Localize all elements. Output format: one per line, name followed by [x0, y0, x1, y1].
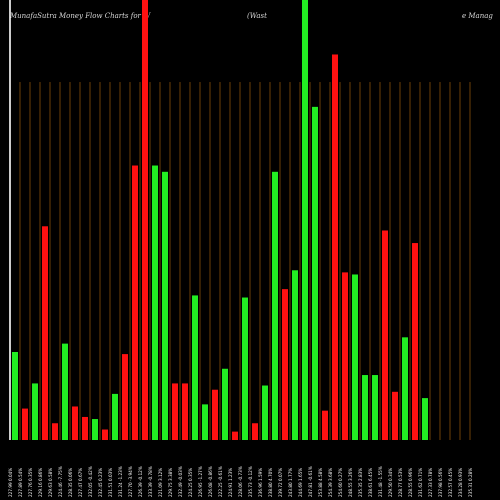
money-flow-bar [262, 385, 268, 440]
x-tick-label: 226.08 -0.86% [208, 466, 213, 497]
money-flow-bar [162, 171, 168, 440]
money-flow-bar [142, 0, 148, 440]
money-flow-bar [342, 272, 348, 440]
money-flow-bar [222, 368, 228, 440]
x-tick-label: 244.69 1.65% [298, 468, 303, 497]
x-tick-label: 229.75 3.38% [168, 468, 173, 497]
x-tick-label: 228.77 0.53% [398, 468, 403, 497]
x-tick-label: 243.80 1.77% [288, 468, 293, 497]
money-flow-bar [122, 354, 128, 440]
x-tick-label: 231.62 0.71% [418, 468, 423, 497]
x-tick-label: 238.61 6.45% [368, 468, 373, 497]
money-flow-bar [382, 230, 388, 440]
x-tick-label: 224.91 1.23% [228, 468, 233, 497]
money-flow-bar [212, 389, 218, 440]
x-tick-label: 226.95 -1.27% [198, 466, 203, 497]
x-tick-label: 227.89 0.54% [18, 468, 23, 497]
x-tick-label: 227.47 0.67% [78, 468, 83, 497]
x-tick-label: 227.70 -3.94% [128, 466, 133, 497]
chart-title-ticker: (Wast [247, 12, 267, 20]
x-tick-label: 224.25 0.35% [188, 468, 193, 497]
x-tick-label: 232.45 0.23% [98, 468, 103, 497]
money-flow-bar [412, 243, 418, 440]
x-tick-label: 227.99 0.04% [8, 468, 13, 497]
money-flow-bar [112, 393, 118, 440]
money-flow-bar [42, 226, 48, 440]
money-flow-bar [72, 406, 78, 440]
x-tick-label: 228.55 0.96% [408, 468, 413, 497]
x-tick-label: 229.50 0.34% [388, 468, 393, 497]
money-flow-bar [132, 165, 138, 440]
money-flow-bar [302, 0, 308, 440]
money-flow-bar [322, 410, 328, 440]
x-tick-label: 228.35 0.06% [68, 468, 73, 497]
money-flow-bar [182, 383, 188, 440]
money-flow-bar [422, 398, 428, 440]
money-flow-bar [152, 165, 158, 440]
x-tick-label: 231.48 -1.55% [378, 466, 383, 497]
x-tick-label: 221.09 3.12% [158, 468, 163, 497]
x-tick-label: 235.31 0.28% [468, 468, 473, 497]
money-flow-bar [12, 352, 18, 440]
money-flow-bar [192, 295, 198, 440]
money-flow-bar [332, 54, 338, 440]
money-flow-bar [242, 297, 248, 440]
x-tick-label: 235.73 -0.12% [248, 466, 253, 497]
x-tick-label: 233.39 -0.78% [148, 466, 153, 497]
x-tick-label: 234.28 0.93% [458, 468, 463, 497]
chart-title-ticker-end: e Manag [462, 12, 493, 20]
money-flow-bar [62, 343, 68, 440]
money-flow-bar [352, 274, 358, 440]
x-tick-label: 229.16 0.86% [38, 468, 43, 497]
x-tick-label: 247.81 -0.61% [308, 466, 313, 497]
chart-title: MunafaSutra Money Flow Charts for W [10, 12, 151, 20]
x-tick-label: 227.76 0.35% [28, 468, 33, 497]
money-flow-bar [202, 404, 208, 440]
x-tick-label: 235.35 2.83% [358, 468, 363, 497]
money-flow-bar [312, 106, 318, 441]
x-tick-label: 254.60 0.27% [338, 468, 343, 497]
money-flow-bar [102, 429, 108, 440]
x-tick-label: 231.51 0.03% [108, 468, 113, 497]
money-flow-bar [372, 375, 378, 440]
x-tick-label: 238.80 4.70% [268, 468, 273, 497]
x-tick-label: 232.57 0.45% [448, 468, 453, 497]
x-tick-label: 248.55 3.26% [348, 468, 353, 497]
x-tick-label: 232.05 -0.42% [88, 466, 93, 497]
money-flow-bar [172, 383, 178, 440]
x-tick-label: 254.39 3.68% [328, 468, 333, 497]
money-flow-bar [252, 423, 258, 440]
money-flow-bar [32, 383, 38, 440]
x-tick-label: 227.33 0.78% [428, 468, 433, 497]
x-tick-label: 236.96 1.59% [258, 468, 263, 497]
x-tick-label: 239.72 0.07% [278, 468, 283, 497]
x-tick-label: 226.39 -0.12% [138, 466, 143, 497]
x-tick-label: 237.98 0.56% [438, 468, 443, 497]
money-flow-bar [282, 289, 288, 440]
x-tick-label: 222.25 -0.61% [218, 466, 223, 497]
money-flow-bar [292, 270, 298, 440]
money-flow-bar [82, 416, 88, 440]
x-tick-label: 228.06 -0.73% [238, 466, 243, 497]
money-flow-bar [232, 431, 238, 440]
x-tick-label: 224.46 -7.75% [58, 466, 63, 497]
money-flow-bar [92, 419, 98, 440]
money-flow-bar [22, 408, 28, 440]
x-tick-label: 253.88 4.58% [318, 468, 323, 497]
x-tick-label: 231.24 -1.23% [118, 466, 123, 497]
money-flow-bar [52, 423, 58, 440]
money-flow-bar [272, 171, 278, 440]
x-tick-label: 232.49 -0.03% [178, 466, 183, 497]
money-flow-bar [362, 375, 368, 440]
money-flow-bar [392, 391, 398, 440]
x-tick-label: 229.63 0.58% [48, 468, 53, 497]
money-flow-bar [402, 337, 408, 440]
